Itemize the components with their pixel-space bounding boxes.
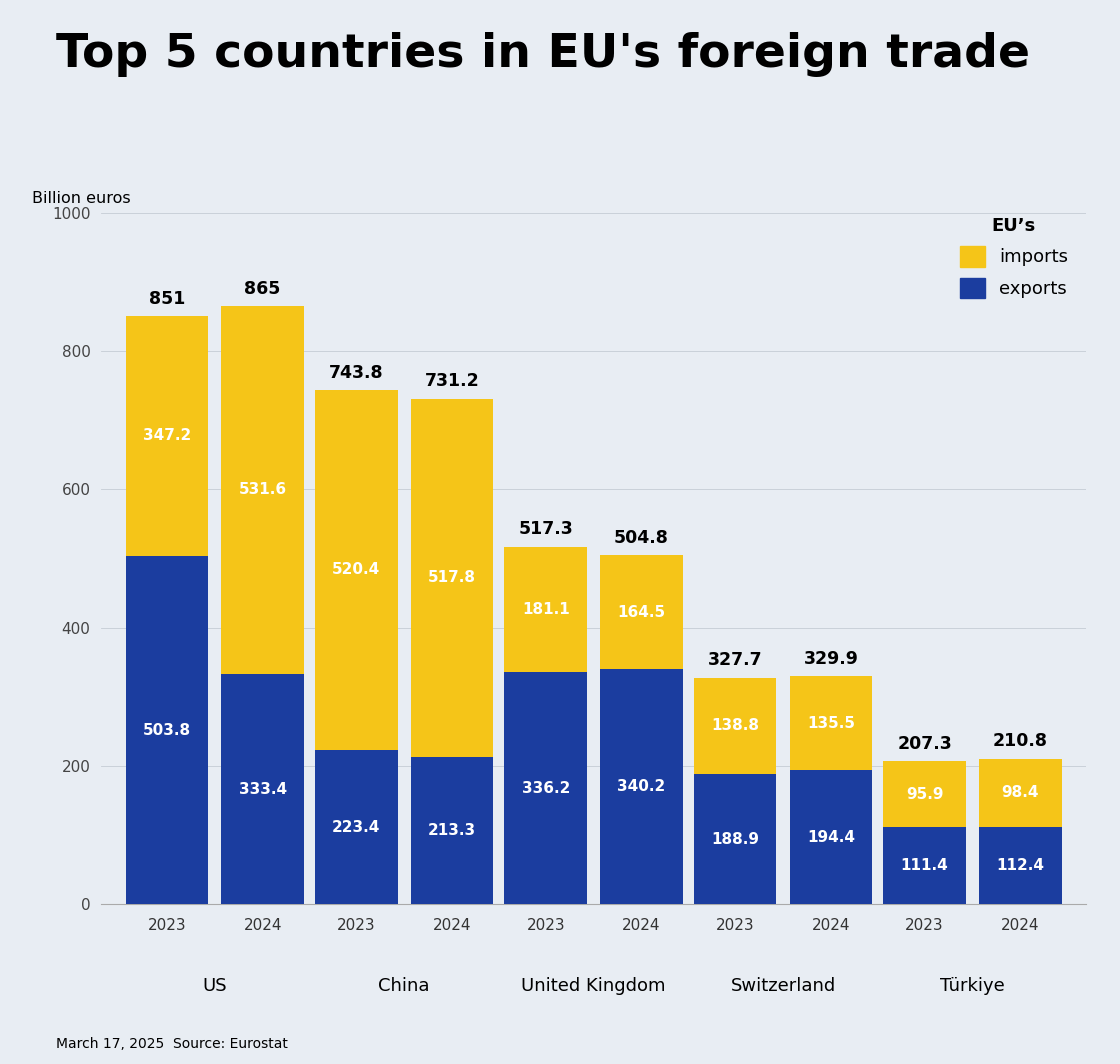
Text: 112.4: 112.4 [997, 858, 1044, 874]
Text: 135.5: 135.5 [806, 716, 855, 731]
Bar [411, 757, 494, 904]
Bar [979, 759, 1062, 827]
Text: United Kingdom: United Kingdom [521, 977, 666, 995]
Text: 731.2: 731.2 [424, 372, 479, 390]
Bar [411, 399, 494, 757]
Text: 194.4: 194.4 [806, 830, 855, 845]
Bar [600, 669, 683, 904]
Bar [504, 547, 587, 671]
Text: 327.7: 327.7 [708, 651, 763, 669]
Bar [884, 761, 965, 828]
Text: 504.8: 504.8 [614, 529, 669, 547]
Text: 347.2: 347.2 [142, 429, 192, 444]
Text: March 17, 2025  Source: Eurostat: March 17, 2025 Source: Eurostat [56, 1037, 288, 1051]
Bar [979, 827, 1062, 904]
Text: Billion euros: Billion euros [31, 190, 130, 206]
Text: 329.9: 329.9 [803, 650, 858, 668]
Bar [222, 674, 304, 904]
Text: 851: 851 [149, 289, 185, 307]
Text: US: US [203, 977, 227, 995]
Text: 111.4: 111.4 [900, 859, 949, 874]
Bar [125, 556, 208, 904]
Text: 333.4: 333.4 [239, 782, 287, 797]
Text: 531.6: 531.6 [239, 482, 287, 498]
Text: 188.9: 188.9 [711, 832, 759, 847]
Text: 213.3: 213.3 [428, 824, 476, 838]
Text: 336.2: 336.2 [522, 781, 570, 796]
Text: Top 5 countries in EU's foreign trade: Top 5 countries in EU's foreign trade [56, 32, 1030, 77]
Text: 138.8: 138.8 [711, 718, 759, 733]
Bar [504, 671, 587, 904]
Legend: imports, exports: imports, exports [951, 207, 1077, 307]
Bar [693, 774, 776, 904]
Text: 520.4: 520.4 [333, 563, 381, 578]
Text: 340.2: 340.2 [617, 779, 665, 794]
Text: 743.8: 743.8 [329, 364, 383, 382]
Text: 95.9: 95.9 [906, 786, 943, 801]
Bar [693, 678, 776, 774]
Text: Türkiye: Türkiye [940, 977, 1005, 995]
Text: 503.8: 503.8 [143, 722, 190, 737]
Text: 210.8: 210.8 [992, 732, 1048, 750]
Text: 98.4: 98.4 [1001, 785, 1039, 800]
Bar [790, 770, 872, 904]
Text: 865: 865 [244, 280, 281, 298]
Text: 517.8: 517.8 [428, 570, 476, 585]
Bar [790, 677, 872, 770]
Text: 164.5: 164.5 [617, 604, 665, 619]
Text: 181.1: 181.1 [522, 602, 570, 617]
Bar [125, 316, 208, 556]
Bar [315, 390, 398, 750]
Bar [222, 306, 304, 674]
Text: China: China [379, 977, 430, 995]
Text: 517.3: 517.3 [519, 520, 573, 538]
Text: 207.3: 207.3 [897, 735, 952, 752]
Bar [884, 828, 965, 904]
Text: Switzerland: Switzerland [730, 977, 836, 995]
Bar [600, 555, 683, 669]
Bar [315, 750, 398, 904]
Text: 223.4: 223.4 [333, 819, 381, 834]
